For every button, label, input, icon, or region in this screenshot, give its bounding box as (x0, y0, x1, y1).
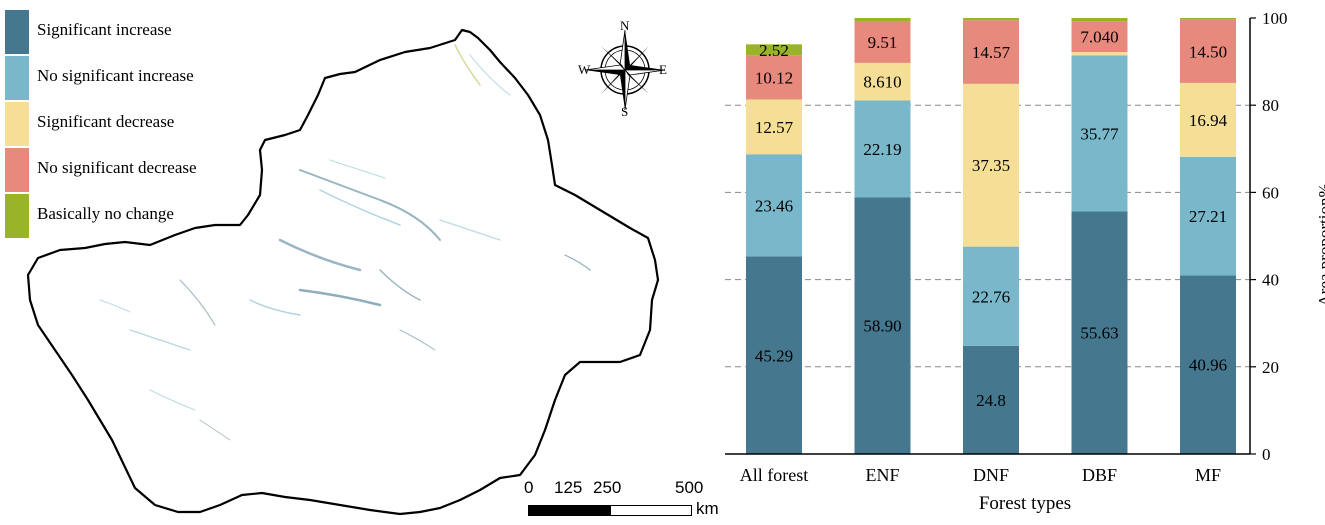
data-label: 35.77 (1080, 124, 1119, 143)
scale-bar-segment (610, 505, 692, 516)
legend-swatch (5, 148, 29, 192)
bar-segment (854, 17, 911, 22)
legend-label: Significant decrease (37, 112, 175, 131)
bar-segment (746, 99, 802, 155)
data-label: 12.57 (755, 118, 794, 137)
bar-segment (746, 55, 802, 100)
xinjiang-map (26, 28, 660, 516)
data-label: 14.57 (972, 43, 1011, 62)
data-label: 14.50 (1189, 42, 1227, 61)
compass-rose-icon: N E S W (575, 18, 675, 120)
legend-item: No significant decrease (5, 148, 245, 192)
legend-item: Significant decrease (5, 102, 245, 146)
data-label: 23.46 (755, 196, 793, 215)
stacked-bar-chart: 45.29 23.46 12.57 10.12 2.52 58.90 22.19 8.610 9… (725, 9, 1288, 485)
legend-item: Significant increase (5, 10, 245, 54)
x-tick-label: DNF (973, 465, 1009, 485)
bar-segment (1071, 21, 1128, 53)
scale-tick: 0 (524, 478, 534, 497)
bar-segment (1180, 18, 1236, 20)
forest-patches (99, 44, 591, 441)
x-tick-label: All forest (740, 465, 808, 485)
x-tick-label: MF (1195, 465, 1221, 485)
bar-segment (963, 246, 1019, 346)
bar-segment (854, 62, 911, 101)
data-label: 8.610 (863, 73, 901, 92)
bar-segment (854, 197, 911, 455)
legend-label: No significant decrease (37, 158, 197, 177)
bar-segment (854, 21, 911, 63)
y-tick-label: 20 (1262, 358, 1279, 377)
bar-segment (963, 20, 1019, 84)
bar-segment (746, 44, 802, 56)
legend-swatch (5, 102, 29, 146)
bar-segment (746, 154, 802, 257)
data-label: 27.21 (1189, 207, 1227, 226)
data-label: 10.12 (755, 68, 793, 87)
region-boundary (26, 28, 660, 516)
legend-label: Significant increase (37, 20, 172, 39)
bar-segment (963, 345, 1019, 454)
bar-segment (1180, 19, 1236, 83)
legend-item: Basically no change (5, 194, 245, 238)
y-tick-label: 0 (1262, 445, 1271, 464)
legend-swatch (5, 56, 29, 100)
data-label: 9.51 (868, 33, 898, 52)
legend-swatch (5, 194, 29, 238)
bar-segment (963, 18, 1019, 21)
scale-unit: km (696, 499, 719, 518)
bar-segment (1180, 156, 1236, 276)
bar-segment (1180, 275, 1236, 454)
y-tick-label: 40 (1262, 271, 1279, 290)
data-label: 2.52 (759, 41, 789, 60)
bar-segment (854, 100, 911, 198)
bar-segment (1180, 82, 1236, 157)
data-label: 37.35 (972, 156, 1010, 175)
compass-e: E (659, 62, 667, 77)
legend-swatch (5, 10, 29, 54)
y-tick-label: 100 (1262, 9, 1288, 28)
data-label: 58.90 (863, 317, 901, 336)
x-tick-label: DBF (1082, 465, 1117, 485)
legend-label: Basically no change (37, 204, 174, 223)
compass-w: W (578, 62, 591, 77)
bar-segment (746, 256, 802, 454)
compass-n: N (620, 18, 630, 33)
bar-segment (1071, 18, 1128, 22)
data-label: 55.63 (1080, 324, 1118, 343)
data-label: 7.040 (1080, 28, 1118, 47)
data-label: 16.94 (1189, 111, 1228, 130)
bar-segment (1071, 52, 1128, 56)
scale-bar-segment (528, 505, 612, 516)
x-axis-title: Forest types (978, 493, 1072, 514)
chart-panel: 45.29 23.46 12.57 10.12 2.52 58.90 22.19 8.610 9… (725, 0, 1325, 525)
scale-tick: 500 (675, 478, 704, 497)
y-tick-label: 80 (1262, 96, 1279, 115)
data-label: 22.19 (863, 140, 901, 159)
data-label: 45.29 (755, 346, 793, 365)
map-panel: Significant increase No significant incr… (5, 10, 720, 523)
scale-tick: 250 (593, 478, 622, 497)
legend-item: No significant increase (5, 56, 245, 100)
data-label: 40.96 (1189, 356, 1227, 375)
y-axis-title: Area proportion% (1315, 183, 1325, 307)
data-label: 24.8 (976, 391, 1006, 410)
scale-bar: 0 125 250 500 km (520, 478, 720, 523)
y-tick-label: 60 (1262, 183, 1279, 202)
bar-segment (963, 83, 1019, 247)
compass-s: S (621, 104, 629, 119)
x-tick-label: ENF (865, 465, 899, 485)
data-label: 22.76 (972, 287, 1010, 306)
scale-tick: 125 (554, 478, 583, 497)
bar-segment (1071, 211, 1128, 454)
bar-segment (1071, 55, 1128, 212)
legend-label: No significant increase (37, 66, 194, 85)
